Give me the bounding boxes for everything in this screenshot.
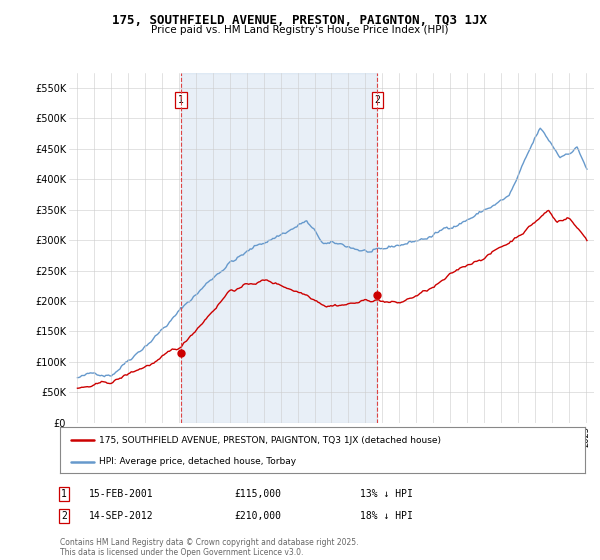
Text: Contains HM Land Registry data © Crown copyright and database right 2025.
This d: Contains HM Land Registry data © Crown c… [60,538,359,557]
Text: 175, SOUTHFIELD AVENUE, PRESTON, PAIGNTON, TQ3 1JX (detached house): 175, SOUTHFIELD AVENUE, PRESTON, PAIGNTO… [100,436,442,445]
Text: 18% ↓ HPI: 18% ↓ HPI [360,511,413,521]
Text: 2: 2 [374,95,380,105]
Text: Price paid vs. HM Land Registry's House Price Index (HPI): Price paid vs. HM Land Registry's House … [151,25,449,35]
Text: 2: 2 [61,511,67,521]
Bar [181,73,377,423]
Text: 1: 1 [61,489,67,499]
Text: £210,000: £210,000 [234,511,281,521]
Text: 1: 1 [178,95,184,105]
Text: 175, SOUTHFIELD AVENUE, PRESTON, PAIGNTON, TQ3 1JX: 175, SOUTHFIELD AVENUE, PRESTON, PAIGNTO… [113,14,487,27]
Text: 13% ↓ HPI: 13% ↓ HPI [360,489,413,499]
Text: 14-SEP-2012: 14-SEP-2012 [89,511,154,521]
Text: £115,000: £115,000 [234,489,281,499]
Text: HPI: Average price, detached house, Torbay: HPI: Average price, detached house, Torb… [100,457,296,466]
Text: 15-FEB-2001: 15-FEB-2001 [89,489,154,499]
